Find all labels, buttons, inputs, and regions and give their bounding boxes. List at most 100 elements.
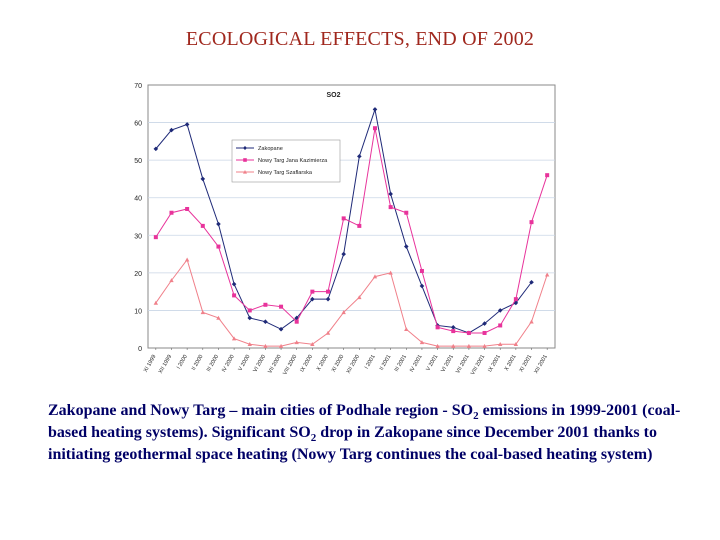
series-line-3	[155, 258, 548, 347]
x-tick-label: V 2000	[238, 354, 252, 372]
y-tick-label: 50	[134, 158, 142, 165]
series-point	[497, 308, 503, 313]
slide-caption: Zakopane and Nowy Targ – main cities of …	[48, 400, 708, 466]
x-tick-label: II 2001	[379, 354, 393, 372]
x-tick-label: XI 1999	[143, 354, 158, 373]
series-point	[419, 268, 424, 273]
series-point	[263, 302, 268, 307]
caption-part-3: drop in Zakopane since December 2001 tha…	[48, 424, 657, 463]
caption-subscript-1: 2	[473, 410, 479, 423]
series-point	[482, 321, 487, 326]
x-tick-label: XI 2001	[519, 354, 534, 373]
caption-part-2: emissions in 1999-2001 (coal-based heati…	[48, 402, 681, 441]
series-point	[357, 154, 362, 159]
series-point	[184, 122, 190, 127]
legend-marker	[243, 158, 247, 162]
x-tick-label: IX 2000	[299, 354, 314, 373]
series-point	[169, 278, 174, 283]
y-tick-label: 30	[134, 233, 142, 240]
x-tick-label: IV 2001	[409, 354, 424, 373]
series-point	[419, 340, 425, 345]
series-point	[185, 206, 190, 211]
caption-subscript-2: 2	[310, 432, 317, 445]
x-tick-label: III 2000	[206, 354, 220, 373]
series-point	[513, 342, 519, 347]
y-tick-label: 10	[134, 308, 142, 315]
so2-chart: 0 10 20 30 40 50 60 70 XI 1999 XII 1999 I 2000 II 2…	[112, 72, 564, 382]
x-tick-label: V 2001	[425, 354, 439, 372]
x-tick-label: XII 1999	[158, 354, 173, 375]
x-tick-label: X 2000	[316, 354, 330, 372]
x-tick-label: I 2001	[364, 354, 377, 370]
x-tick-label: VI 2000	[252, 354, 267, 373]
series-point	[372, 126, 377, 131]
y-tick-label: 20	[134, 271, 142, 278]
series-point	[545, 173, 550, 178]
series-line-2	[155, 128, 548, 334]
x-tick-label: II 2000	[191, 354, 205, 372]
series-point	[529, 279, 534, 285]
series-point	[247, 315, 253, 321]
series-point	[419, 283, 425, 289]
series-point	[232, 293, 237, 298]
series-point	[216, 244, 221, 249]
x-tick-label: IX 2001	[487, 354, 502, 373]
series-point	[498, 323, 503, 328]
x-tick-label: VI 2001	[440, 354, 455, 373]
series-point	[466, 343, 472, 348]
series-point	[184, 257, 190, 262]
x-tick-label: IV 2000	[221, 354, 236, 373]
series-point	[278, 343, 284, 348]
plot-area	[147, 84, 556, 349]
y-tick-label: 40	[134, 196, 142, 203]
series-point	[466, 330, 471, 335]
legend-label: Nowy Targ Szaflarska	[258, 170, 313, 176]
series-point	[529, 319, 534, 324]
y-tick-label: 70	[134, 83, 142, 90]
x-tick-label: VIII 2000	[282, 354, 298, 376]
series-point	[200, 310, 205, 315]
series-point	[357, 295, 362, 300]
series-point	[498, 342, 503, 347]
series-point	[404, 327, 409, 332]
legend-label: Zakopane	[258, 146, 283, 152]
series-point	[153, 235, 158, 240]
series-point	[326, 289, 331, 294]
series-point	[294, 319, 299, 324]
legend-box	[231, 139, 341, 183]
y-tick-label: 0	[138, 346, 142, 353]
series-point	[403, 244, 409, 249]
series-point	[341, 216, 346, 221]
series-point	[325, 296, 331, 302]
series-point	[310, 342, 315, 347]
series-point	[231, 281, 237, 287]
y-tick-label: 60	[134, 121, 142, 128]
series-point	[435, 343, 440, 348]
series-point	[231, 336, 237, 341]
series-point	[482, 330, 487, 335]
series-point	[450, 325, 456, 330]
x-tick-label: VIII 2001	[470, 354, 486, 376]
series-point	[404, 210, 409, 215]
x-tick-label: VII 2000	[267, 354, 282, 375]
legend-marker	[243, 170, 247, 174]
series-point	[279, 304, 284, 309]
x-tick-label: III 2001	[394, 354, 408, 373]
x-tick-label: VII 2001	[455, 354, 470, 375]
series-point	[216, 315, 221, 320]
series-point	[310, 296, 315, 302]
series-point	[435, 325, 440, 330]
series-point	[247, 308, 252, 313]
series-point	[388, 205, 393, 210]
series-point	[482, 343, 487, 348]
series-point	[263, 319, 268, 324]
x-tick-label: XII 2001	[533, 354, 548, 375]
series-point	[513, 297, 518, 302]
series-point	[200, 223, 205, 228]
x-tick-label: I 2000	[176, 354, 189, 370]
series-point	[451, 329, 456, 334]
series-point	[372, 107, 378, 112]
series-point	[310, 289, 315, 294]
series-point	[294, 340, 299, 345]
